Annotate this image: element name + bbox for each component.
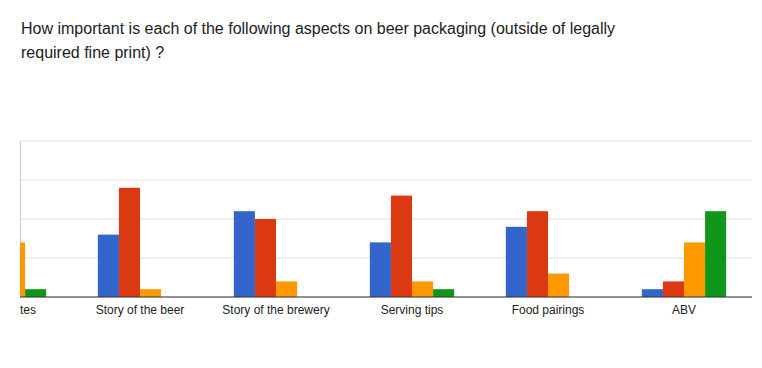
title: How important is each of the following a…	[21, 20, 615, 61]
bar	[506, 227, 527, 297]
chart: How important is each of the following a…	[0, 0, 762, 368]
grid	[20, 141, 752, 297]
bar	[25, 289, 46, 297]
x-tick: tes	[4, 297, 36, 317]
x-axis: tes Story of the beer Story of the brewery…	[4, 297, 696, 317]
bar	[98, 235, 119, 297]
bar	[684, 242, 705, 297]
bar	[255, 219, 276, 297]
bar	[527, 211, 548, 297]
grid-line	[20, 180, 752, 181]
grid-line	[20, 141, 752, 142]
bar	[119, 188, 140, 297]
bar	[642, 289, 663, 297]
bar	[663, 281, 684, 297]
x-tick: Serving tips	[381, 297, 444, 317]
x-tick-label: Story of the brewery	[222, 303, 329, 317]
x-tick-label: Serving tips	[381, 303, 444, 317]
bar	[412, 281, 433, 297]
bar	[234, 211, 255, 297]
baseline	[20, 297, 752, 298]
bar	[276, 281, 297, 297]
grid-line	[20, 297, 752, 298]
x-tick: ABV	[672, 297, 696, 317]
x-tick-label: ABV	[672, 303, 696, 317]
x-tick: Story of the beer	[96, 297, 185, 317]
bar	[705, 211, 726, 297]
x-tick-label: Story of the beer	[96, 303, 185, 317]
x-tick-label: Food pairings	[512, 303, 585, 317]
bar	[370, 242, 391, 297]
bar	[391, 196, 412, 297]
x-tick: Story of the brewery	[222, 297, 329, 317]
bars	[20, 188, 726, 297]
bar	[20, 242, 25, 297]
bar	[140, 289, 161, 297]
bar	[548, 274, 569, 297]
x-tick: Food pairings	[512, 297, 585, 317]
bar	[433, 289, 454, 297]
x-tick-label: tes	[20, 303, 36, 317]
